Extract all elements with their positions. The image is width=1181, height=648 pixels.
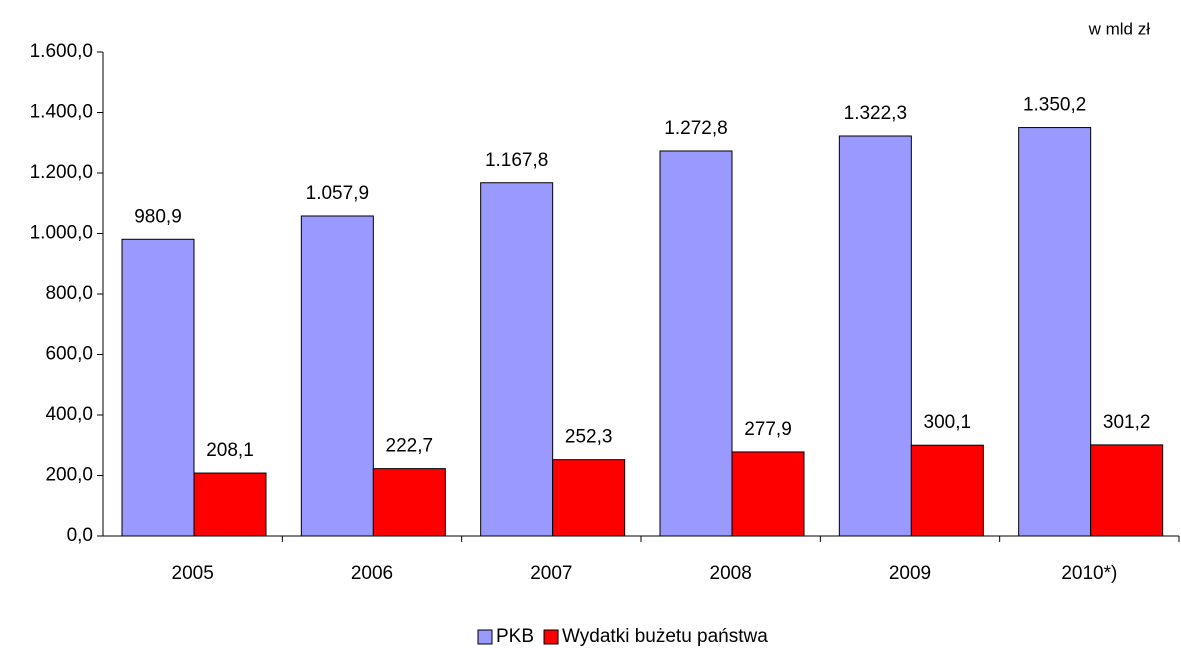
- bar: [480, 182, 554, 537]
- value-label: 1.350,2: [1023, 95, 1086, 116]
- value-label: 277,9: [744, 419, 792, 440]
- legend-swatch: [477, 629, 493, 645]
- x-tick-label: 2005: [172, 563, 214, 584]
- bar: [838, 135, 912, 537]
- value-label: 300,1: [924, 412, 972, 433]
- legend-label: PKB: [496, 626, 534, 647]
- y-tick-label: 600,0: [45, 344, 93, 365]
- value-label: 980,9: [134, 206, 182, 227]
- y-tick-label: 0,0: [67, 525, 93, 546]
- x-tick-label: 2008: [710, 563, 752, 584]
- x-tick-label: 2009: [889, 563, 931, 584]
- y-tick-label: 400,0: [45, 404, 93, 425]
- bar: [121, 238, 195, 537]
- value-label: 1.057,9: [306, 183, 369, 204]
- bar: [1018, 127, 1092, 537]
- bar: [1090, 444, 1164, 537]
- x-tick-label: 2010*): [1061, 563, 1117, 584]
- legend-swatch: [543, 629, 559, 645]
- y-tick-label: 1.000,0: [30, 223, 93, 244]
- bar: [193, 472, 267, 537]
- value-label: 252,3: [565, 427, 613, 448]
- value-label: 1.272,8: [664, 118, 727, 139]
- value-label: 208,1: [206, 440, 254, 461]
- bar: [731, 451, 805, 537]
- value-label: 222,7: [386, 436, 434, 457]
- y-tick-label: 1.200,0: [30, 162, 93, 183]
- bar: [659, 150, 733, 537]
- value-label: 1.322,3: [844, 103, 907, 124]
- bar: [552, 459, 626, 537]
- y-tick-label: 200,0: [45, 465, 93, 486]
- value-label: 301,2: [1103, 412, 1151, 433]
- legend-label: Wydatki bużetu państwa: [562, 626, 768, 647]
- bar: [910, 444, 984, 537]
- y-tick-label: 1.600,0: [30, 41, 93, 62]
- x-tick-label: 2006: [351, 563, 393, 584]
- y-tick-label: 800,0: [45, 283, 93, 304]
- value-label: 1.167,8: [485, 150, 548, 171]
- unit-label: w mld zł: [1088, 19, 1151, 38]
- bar: [300, 215, 374, 537]
- bar: [372, 468, 446, 537]
- y-tick-label: 1.400,0: [30, 102, 93, 123]
- x-tick-label: 2007: [530, 563, 572, 584]
